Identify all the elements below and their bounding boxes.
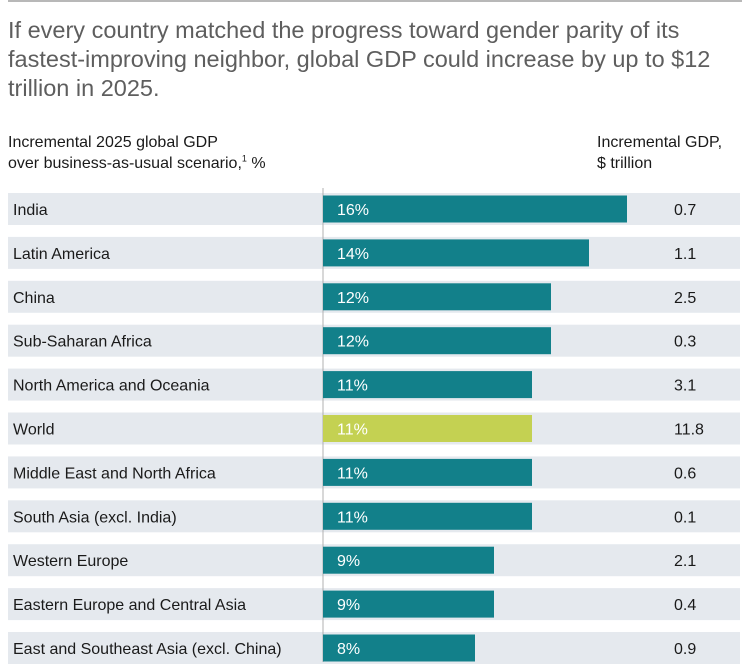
right-header-line-1: Incremental GDP, — [597, 134, 723, 151]
right-header-line-2: $ trillion — [597, 155, 653, 172]
bar — [323, 634, 475, 662]
bar-value-label: 11% — [337, 378, 368, 395]
category-label: Western Europe — [13, 553, 128, 570]
bar — [323, 239, 589, 267]
category-label: South Asia (excl. India) — [13, 509, 177, 526]
bar-highlight — [323, 415, 532, 442]
left-header-unit: % — [246, 155, 266, 172]
gdp-value-label: 0.1 — [674, 509, 696, 526]
category-label: India — [13, 202, 48, 219]
category-label: World — [13, 422, 55, 439]
bar — [323, 283, 551, 311]
gdp-value-label: 0.3 — [674, 334, 696, 351]
category-label: North America and Oceania — [13, 378, 210, 395]
bar — [323, 195, 627, 223]
right-column-header: Incremental GDP, $ trillion — [597, 132, 747, 174]
bar-value-label: 11% — [337, 509, 368, 526]
category-label: China — [13, 290, 55, 307]
gdp-value-label: 0.7 — [674, 202, 696, 219]
category-label: Eastern Europe and Central Asia — [13, 597, 246, 614]
bar-value-label: 11% — [337, 465, 368, 482]
bar — [323, 502, 532, 530]
bar — [323, 590, 494, 618]
left-header-line-2: over business-as-usual scenario,1 % — [8, 153, 338, 174]
bar-value-label: 12% — [337, 334, 369, 351]
category-label: East and Southeast Asia (excl. China) — [13, 641, 282, 658]
gdp-value-label: 0.4 — [674, 597, 696, 614]
bar-value-label: 9% — [337, 597, 360, 614]
category-label: Middle East and North Africa — [13, 465, 216, 482]
gdp-value-label: 1.1 — [674, 246, 696, 263]
gdp-value-label: 11.8 — [674, 422, 704, 439]
chart-title: If every country matched the progress to… — [8, 17, 711, 101]
bar-value-label: 14% — [337, 246, 369, 263]
left-header-text: over business-as-usual scenario, — [8, 155, 242, 172]
category-label: Latin America — [13, 246, 110, 263]
bar-value-label: 11% — [337, 422, 368, 439]
gdp-value-label: 0.9 — [674, 641, 696, 658]
top-rule — [8, 0, 742, 2]
footnote-marker: 1 — [241, 153, 247, 164]
left-column-header: Incremental 2025 global GDP over busines… — [8, 132, 338, 174]
bar-value-label: 9% — [337, 553, 360, 570]
bar-value-label: 16% — [337, 202, 369, 219]
bar — [323, 371, 532, 399]
gdp-value-label: 0.6 — [674, 465, 696, 482]
bar-value-label: 8% — [337, 641, 360, 658]
gdp-value-label: 2.5 — [674, 290, 696, 307]
left-header-line-1: Incremental 2025 global GDP — [8, 134, 218, 151]
bar-value-label: 12% — [337, 290, 369, 307]
gdp-value-label: 3.1 — [674, 378, 696, 395]
bar — [323, 458, 532, 486]
bar — [323, 327, 551, 355]
bar — [323, 546, 494, 574]
category-label: Sub-Saharan Africa — [13, 334, 152, 351]
gdp-value-label: 2.1 — [674, 553, 696, 570]
